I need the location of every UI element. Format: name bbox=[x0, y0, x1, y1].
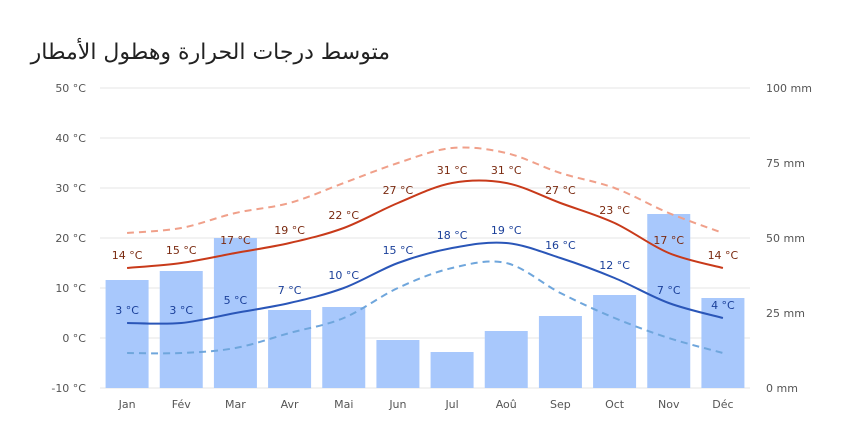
max-temp-label: 22 °C bbox=[328, 209, 359, 222]
min-temp-label: 19 °C bbox=[491, 224, 522, 237]
y-left-tick-label: 20 °C bbox=[55, 232, 86, 245]
precip-bar bbox=[647, 214, 691, 388]
min-temp-label: 5 °C bbox=[224, 294, 248, 307]
y-left-tick-label: -10 °C bbox=[51, 382, 86, 395]
max-temp-label: 23 °C bbox=[599, 204, 630, 217]
y-right-tick-label: 25 mm bbox=[766, 307, 805, 320]
y-right-tick-label: 75 mm bbox=[766, 157, 805, 170]
precip-bar bbox=[105, 280, 149, 388]
max-temp-label: 14 °C bbox=[112, 249, 143, 262]
x-tick-label: Jan bbox=[118, 398, 136, 411]
max-temp-label: 27 °C bbox=[545, 184, 576, 197]
max-temp-label: 17 °C bbox=[653, 234, 684, 247]
y-left-tick-label: 10 °C bbox=[55, 282, 86, 295]
min-temp-label: 7 °C bbox=[278, 284, 302, 297]
x-tick-label: Mai bbox=[334, 398, 353, 411]
min-temp-label: 3 °C bbox=[115, 304, 139, 317]
min-temp-label: 3 °C bbox=[169, 304, 193, 317]
max-temp-label: 17 °C bbox=[220, 234, 251, 247]
max-temp-label: 31 °C bbox=[491, 164, 522, 177]
x-tick-label: Mar bbox=[225, 398, 246, 411]
max-temp-label: 15 °C bbox=[166, 244, 197, 257]
precip-bar bbox=[701, 298, 745, 388]
precip-bar bbox=[376, 340, 420, 388]
x-tick-label: Jun bbox=[388, 398, 406, 411]
precip-bar bbox=[159, 271, 203, 388]
x-tick-label: Oct bbox=[605, 398, 625, 411]
precip-bar bbox=[538, 316, 582, 388]
x-tick-label: Jul bbox=[444, 398, 458, 411]
y-right-tick-label: 50 mm bbox=[766, 232, 805, 245]
y-left-tick-label: 40 °C bbox=[55, 132, 86, 145]
min-record-line bbox=[127, 260, 724, 355]
max-record-line bbox=[126, 146, 724, 234]
precip-bar bbox=[430, 352, 474, 388]
max-temp-label: 27 °C bbox=[383, 184, 414, 197]
x-tick-label: Aoû bbox=[496, 398, 517, 411]
min-temp-label: 18 °C bbox=[437, 229, 468, 242]
chart-title: متوسط درجات الحرارة وهطول الأمطار bbox=[30, 40, 390, 65]
x-tick-label: Avr bbox=[281, 398, 299, 411]
min-temp-label: 7 °C bbox=[657, 284, 681, 297]
max-temp-label: 14 °C bbox=[708, 249, 739, 262]
x-tick-label: Nov bbox=[658, 398, 680, 411]
y-left-tick-label: 0 °C bbox=[62, 332, 86, 345]
min-temp-label: 15 °C bbox=[383, 244, 414, 257]
min-temp-label: 12 °C bbox=[599, 259, 630, 272]
x-tick-label: Déc bbox=[712, 398, 733, 411]
y-right-tick-label: 100 mm bbox=[766, 82, 812, 95]
precip-bar bbox=[268, 310, 312, 388]
x-tick-label: Fév bbox=[172, 398, 191, 411]
min-temp-label: 10 °C bbox=[328, 269, 359, 282]
x-tick-label: Sep bbox=[550, 398, 571, 411]
max-temp-label: 19 °C bbox=[274, 224, 305, 237]
max-temp-label: 31 °C bbox=[437, 164, 468, 177]
y-left-tick-label: 30 °C bbox=[55, 182, 86, 195]
precip-bar bbox=[484, 331, 528, 388]
min-temp-label: 4 °C bbox=[711, 299, 735, 312]
min-temp-label: 16 °C bbox=[545, 239, 576, 252]
precip-bar bbox=[322, 307, 366, 388]
y-left-tick-label: 50 °C bbox=[55, 82, 86, 95]
min-temp-line bbox=[127, 241, 724, 325]
precip-bar bbox=[593, 295, 637, 388]
y-right-tick-label: 0 mm bbox=[766, 382, 798, 395]
max-temp-line bbox=[126, 179, 724, 269]
